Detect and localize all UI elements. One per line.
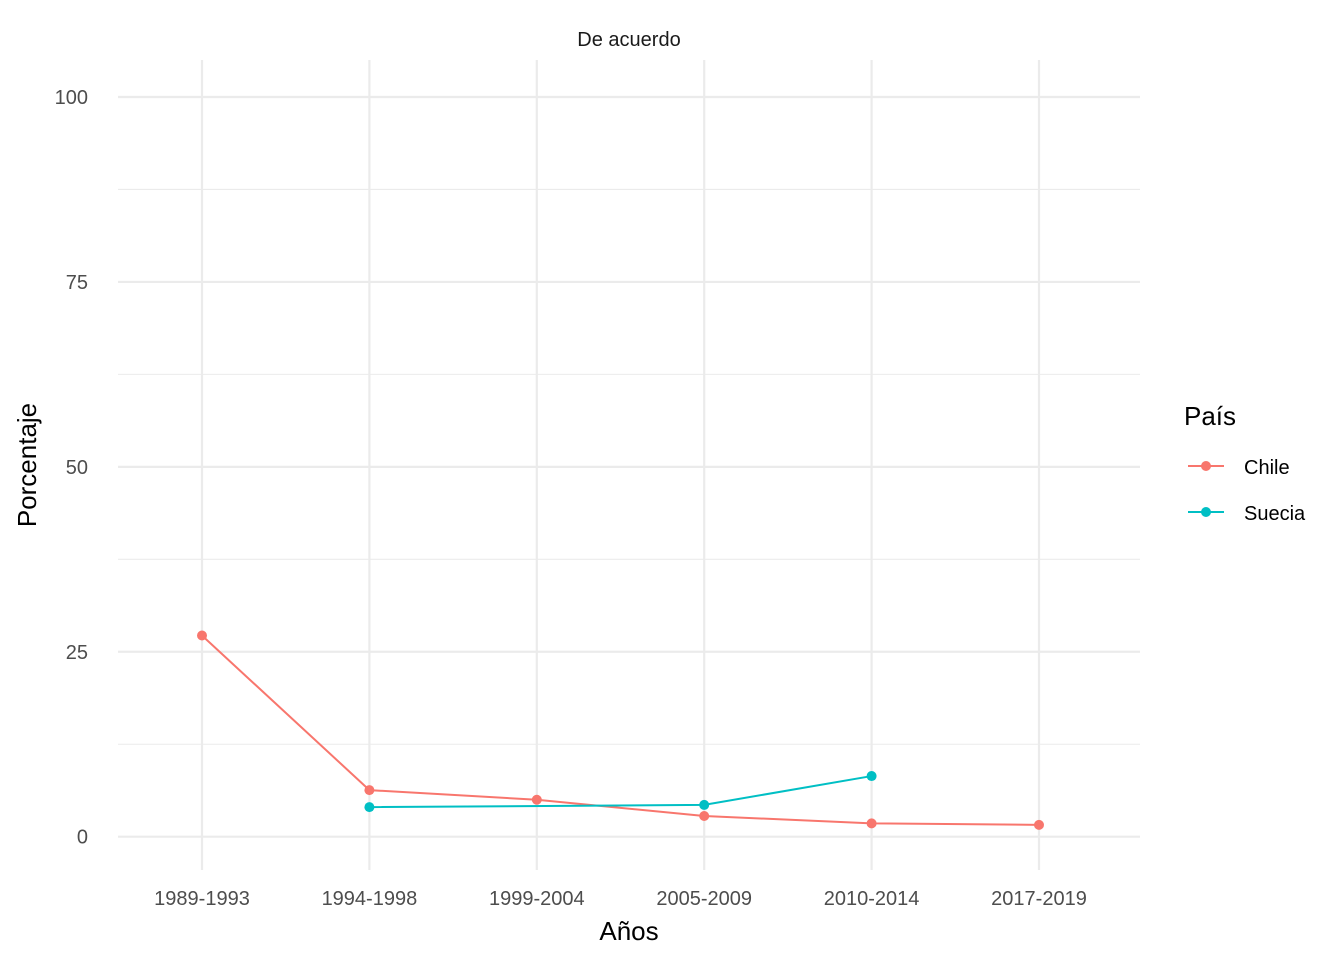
legend-item: Chile xyxy=(1188,457,1290,479)
legend-label: Suecia xyxy=(1244,503,1306,525)
x-tick-label: 1999-2004 xyxy=(489,888,585,910)
legend-label: Chile xyxy=(1244,457,1290,479)
x-tick-label: 2005-2009 xyxy=(656,888,752,910)
x-tick-label: 2017-2019 xyxy=(991,888,1087,910)
data-point xyxy=(364,785,375,796)
legend-item: Suecia xyxy=(1188,503,1306,525)
data-point xyxy=(866,771,877,782)
legend: País Chile Suecia xyxy=(1184,401,1306,525)
major-gridlines xyxy=(118,60,1140,870)
y-tick-label: 0 xyxy=(77,827,88,849)
facet-title: De acuerdo xyxy=(577,29,680,51)
data-point xyxy=(1034,819,1044,830)
legend-key-point xyxy=(1201,461,1211,471)
y-tick-label: 25 xyxy=(66,642,88,664)
minor-gridlines xyxy=(118,188,1140,745)
data-point xyxy=(197,630,207,641)
y-tick-label: 50 xyxy=(66,457,88,479)
x-tick-labels: 1989-1993 1994-1998 1999-2004 2005-2009 2010… xyxy=(154,888,1087,910)
x-axis-title: Años xyxy=(599,916,658,946)
series-layer xyxy=(197,630,1044,830)
legend-items: Chile Suecia xyxy=(1188,457,1306,525)
series-line xyxy=(201,634,1040,826)
y-axis-title: Porcentaje xyxy=(12,403,42,527)
series-chile xyxy=(197,630,1044,830)
data-point xyxy=(866,818,877,829)
data-point xyxy=(699,811,710,821)
legend-title: País xyxy=(1184,401,1236,431)
y-tick-labels: 0 25 50 75 100 xyxy=(55,87,88,849)
data-point xyxy=(364,802,375,813)
x-tick-label: 1994-1998 xyxy=(322,888,418,910)
y-tick-label: 100 xyxy=(55,87,88,109)
y-tick-label: 75 xyxy=(66,272,88,294)
legend-key-point xyxy=(1201,507,1211,517)
data-point xyxy=(699,799,710,810)
series-suecia xyxy=(364,771,877,813)
x-tick-label: 1989-1993 xyxy=(154,888,250,910)
series-line xyxy=(369,775,872,809)
x-tick-label: 2010-2014 xyxy=(824,888,920,910)
data-point xyxy=(531,794,542,805)
